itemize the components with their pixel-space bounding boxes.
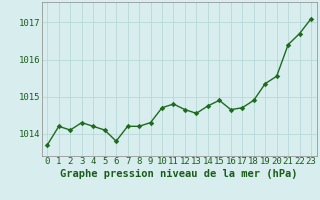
X-axis label: Graphe pression niveau de la mer (hPa): Graphe pression niveau de la mer (hPa) xyxy=(60,169,298,179)
